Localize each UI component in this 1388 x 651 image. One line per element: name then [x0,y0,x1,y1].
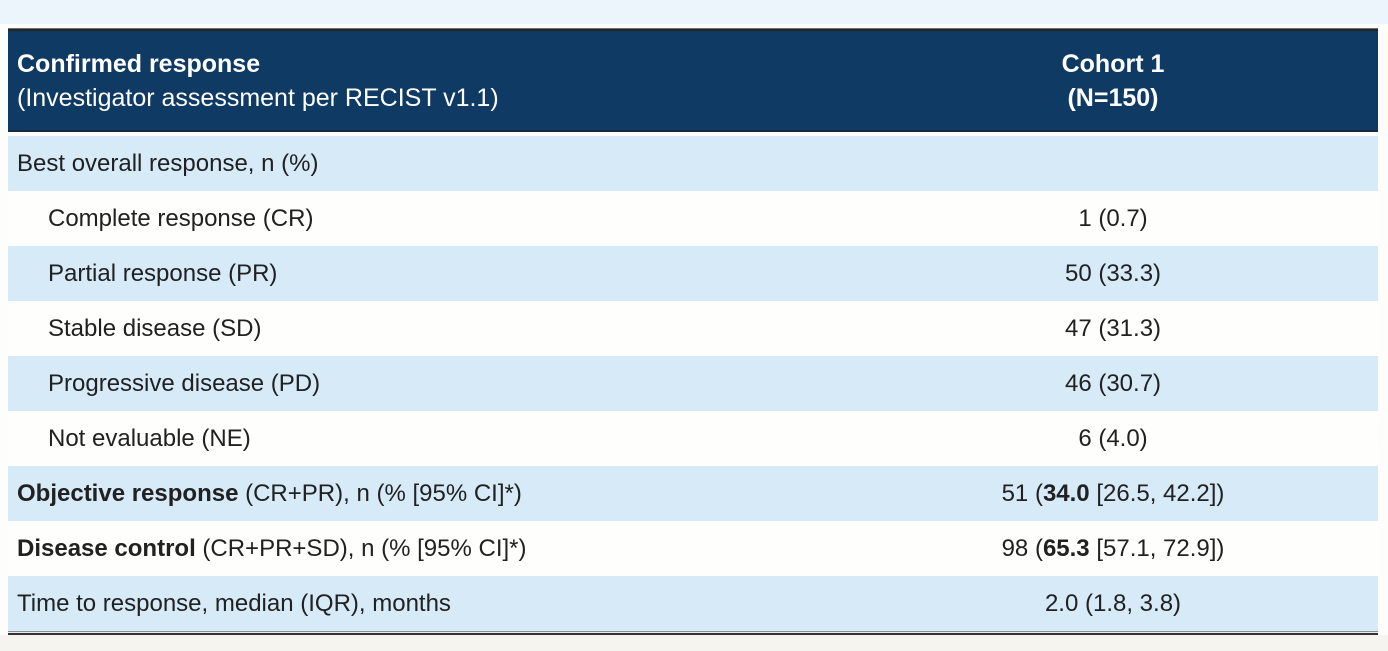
table-row-best-overall-response: Best overall response, n (%) [8,136,1378,191]
table-subtitle: (Investigator assessment per RECIST v1.1… [17,83,499,112]
table-row-not-evaluable: Not evaluable (NE) 6 (4.0) [8,411,1378,466]
row-value: 47 (31.3) [1064,314,1162,342]
row-value: 2.0 (1.8, 3.8) [1044,589,1182,617]
cohort-header-cell: Cohort 1 (N=150) [848,47,1378,115]
row-value: 1 (0.7) [1078,204,1148,232]
cohort-name: Cohort 1 [1061,49,1165,78]
row-label: Best overall response, n (%) [17,149,319,177]
table-row-partial-response: Partial response (PR) 50 (33.3) [8,246,1378,301]
table-title: Confirmed response [17,49,261,78]
row-value: 51 (34.0 [26.5, 42.2]) [1001,479,1225,507]
row-value: 46 (30.7) [1064,369,1162,397]
table-row-stable-disease: Stable disease (SD) 47 (31.3) [8,301,1378,356]
confirmed-response-table: Confirmed response (Investigator assessm… [8,28,1378,635]
row-label: Objective response (CR+PR), n (% [95% CI… [17,479,522,507]
row-label: Time to response, median (IQR), months [17,589,451,617]
table-row-complete-response: Complete response (CR) 1 (0.7) [8,191,1378,246]
top-strip [0,0,1388,24]
table-top-border [8,28,1378,31]
table-row-time-to-response: Time to response, median (IQR), months 2… [8,576,1378,631]
table-row-objective-response: Objective response (CR+PR), n (% [95% CI… [8,466,1378,521]
row-label: Complete response (CR) [48,204,314,232]
table-row-progressive-disease: Progressive disease (PD) 46 (30.7) [8,356,1378,411]
row-label: Disease control (CR+PR+SD), n (% [95% CI… [17,534,527,562]
bottom-strip [0,635,1388,651]
table-title-cell: Confirmed response (Investigator assessm… [8,47,848,115]
row-value: 6 (4.0) [1078,424,1148,452]
table-header-row: Confirmed response (Investigator assessm… [8,31,1378,132]
row-label: Progressive disease (PD) [48,369,321,397]
row-label: Stable disease (SD) [48,314,262,342]
row-label: Partial response (PR) [48,259,278,287]
row-label: Not evaluable (NE) [48,424,251,452]
row-value: 50 (33.3) [1064,259,1162,287]
row-value: 98 (65.3 [57.1, 72.9]) [1001,534,1225,562]
table-row-disease-control: Disease control (CR+PR+SD), n (% [95% CI… [8,521,1378,576]
table-bottom-border [8,631,1378,635]
cohort-n: (N=150) [1067,83,1159,112]
